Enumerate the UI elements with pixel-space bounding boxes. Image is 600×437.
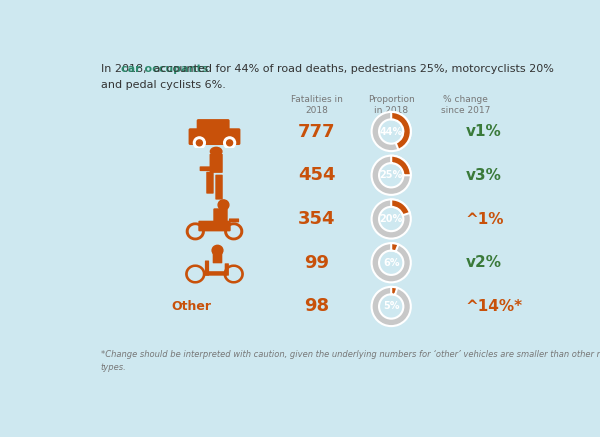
Circle shape — [193, 137, 205, 149]
Text: ^14%*: ^14%* — [466, 299, 523, 314]
Circle shape — [212, 245, 223, 256]
Wedge shape — [371, 287, 411, 326]
FancyBboxPatch shape — [229, 218, 239, 222]
Circle shape — [224, 137, 236, 149]
Text: Other: Other — [171, 300, 211, 313]
Text: 20%: 20% — [380, 214, 403, 224]
Text: and pedal cyclists 6%.: and pedal cyclists 6%. — [101, 80, 226, 90]
Text: ^1%: ^1% — [466, 212, 504, 226]
Text: 5%: 5% — [383, 302, 400, 312]
Text: 98: 98 — [304, 298, 329, 316]
Wedge shape — [224, 222, 244, 240]
Text: Fatalities in
2018: Fatalities in 2018 — [291, 94, 343, 115]
FancyBboxPatch shape — [205, 260, 209, 276]
FancyBboxPatch shape — [206, 172, 214, 194]
Wedge shape — [391, 287, 397, 295]
Text: 25%: 25% — [380, 170, 403, 180]
FancyBboxPatch shape — [212, 250, 222, 264]
FancyBboxPatch shape — [209, 154, 223, 173]
Wedge shape — [371, 156, 411, 195]
Text: v3%: v3% — [466, 168, 502, 183]
Text: % change
since 2017: % change since 2017 — [441, 94, 490, 115]
Wedge shape — [391, 199, 410, 215]
FancyBboxPatch shape — [188, 128, 241, 145]
FancyBboxPatch shape — [214, 208, 228, 225]
Text: 777: 777 — [298, 122, 335, 141]
FancyBboxPatch shape — [224, 264, 229, 276]
FancyBboxPatch shape — [215, 175, 223, 200]
Wedge shape — [371, 199, 411, 239]
FancyBboxPatch shape — [205, 271, 227, 276]
Circle shape — [196, 140, 202, 146]
Text: In 2018,: In 2018, — [101, 64, 150, 74]
Wedge shape — [185, 264, 205, 284]
Wedge shape — [186, 222, 205, 240]
Text: car occupants: car occupants — [121, 64, 208, 74]
Text: 44%: 44% — [380, 127, 403, 136]
Wedge shape — [391, 112, 411, 150]
Wedge shape — [391, 243, 398, 251]
Wedge shape — [371, 112, 411, 151]
Circle shape — [211, 147, 222, 156]
FancyBboxPatch shape — [198, 221, 230, 231]
Text: *Change should be interpreted with caution, given the underlying numbers for ‘ot: *Change should be interpreted with cauti… — [101, 350, 600, 372]
Text: 454: 454 — [298, 166, 335, 184]
Wedge shape — [223, 264, 244, 284]
FancyBboxPatch shape — [200, 166, 211, 171]
Text: Proportion
in 2018: Proportion in 2018 — [368, 94, 415, 115]
Circle shape — [227, 140, 233, 146]
Wedge shape — [371, 243, 411, 282]
Wedge shape — [391, 156, 411, 175]
Text: v1%: v1% — [466, 124, 502, 139]
Text: 6%: 6% — [383, 258, 400, 268]
FancyBboxPatch shape — [197, 119, 230, 134]
Text: 354: 354 — [298, 210, 335, 228]
Text: v2%: v2% — [466, 255, 502, 270]
Text: accounted for 44% of road deaths, pedestrians 25%, motorcyclists 20%: accounted for 44% of road deaths, pedest… — [150, 64, 554, 74]
Text: 99: 99 — [304, 254, 329, 272]
Circle shape — [218, 200, 229, 210]
